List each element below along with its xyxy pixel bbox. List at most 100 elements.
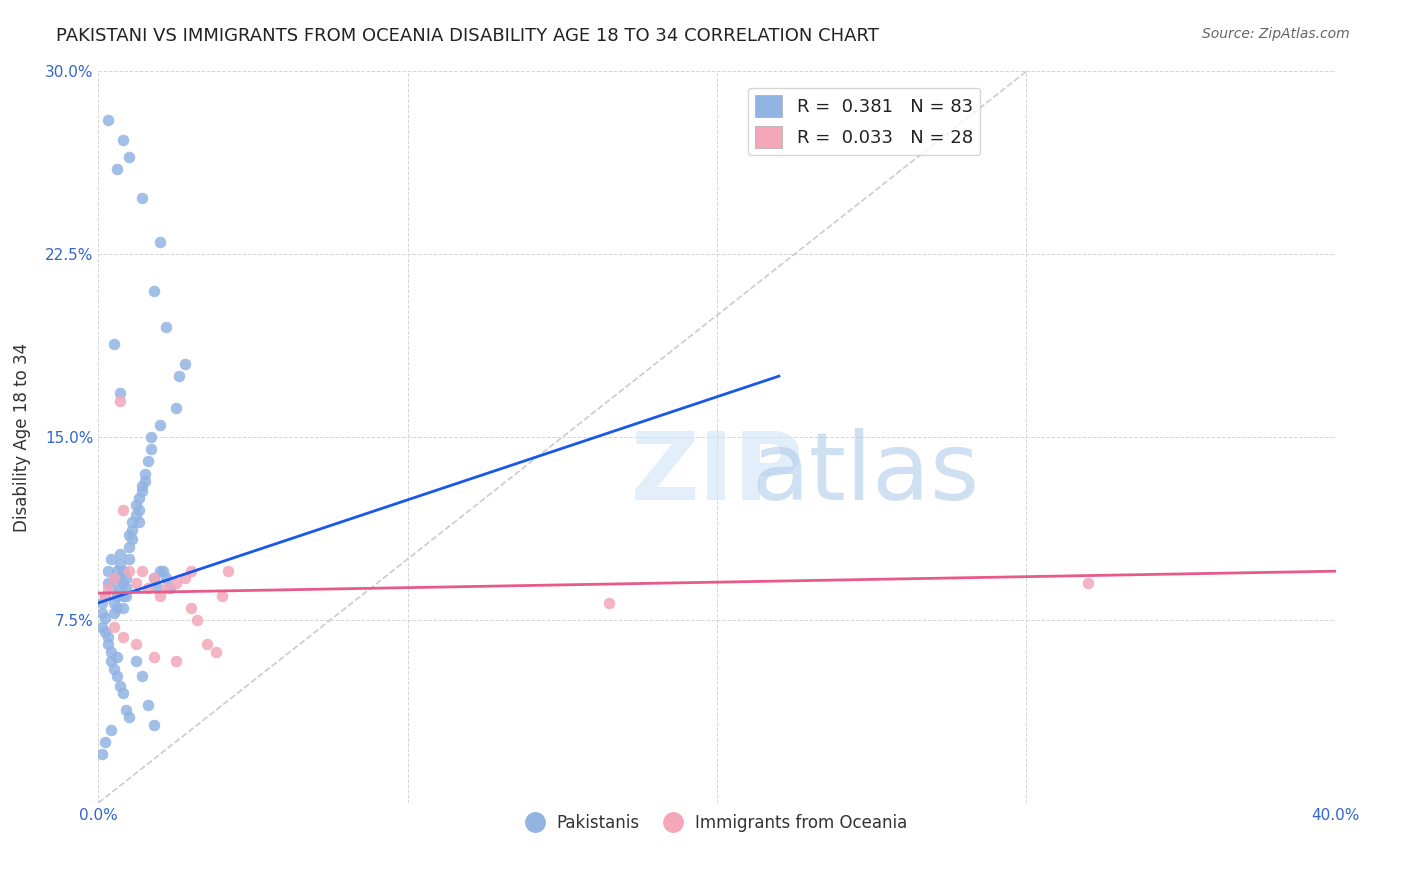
Point (121, 533, 143, 547)
Point (136, 454, 159, 468)
Point (93, 625, 115, 640)
Point (100, 552, 122, 566)
Point (134, 474, 156, 488)
Point (100, 581, 122, 595)
Point (121, 516, 143, 530)
Point (131, 483, 153, 498)
Point (108, 547, 131, 561)
Point (112, 686, 135, 700)
Y-axis label: Disability Age 18 to 34: Disability Age 18 to 34 (13, 343, 31, 532)
Point (195, 637, 218, 651)
Point (103, 572, 125, 586)
Point (139, 442, 162, 457)
Point (217, 564, 239, 578)
Point (174, 572, 197, 586)
Point (108, 557, 131, 571)
Point (146, 581, 169, 595)
Point (118, 150, 141, 164)
Point (97, 637, 120, 651)
Point (105, 669, 128, 683)
Text: ZIP: ZIP (631, 427, 803, 520)
Point (112, 564, 135, 578)
Point (97, 581, 120, 595)
Point (105, 589, 128, 603)
Point (103, 337, 125, 351)
Point (128, 516, 150, 530)
Point (112, 576, 135, 591)
Point (97, 576, 120, 591)
Point (90, 606, 112, 620)
Point (149, 589, 172, 603)
Point (598, 596, 620, 610)
Point (128, 491, 150, 505)
Point (143, 284, 166, 298)
Point (118, 527, 141, 541)
Point (112, 589, 135, 603)
Point (205, 645, 228, 659)
Point (167, 369, 190, 384)
Point (103, 596, 125, 610)
Point (155, 581, 177, 595)
Point (100, 654, 122, 668)
Point (108, 572, 131, 586)
Point (211, 589, 233, 603)
Point (115, 703, 138, 717)
Point (131, 669, 153, 683)
Point (124, 508, 146, 522)
Point (103, 662, 125, 676)
Point (149, 235, 172, 249)
Point (180, 600, 202, 615)
Point (131, 564, 153, 578)
Point (149, 564, 172, 578)
Point (97, 564, 120, 578)
Point (105, 600, 128, 615)
Point (108, 679, 131, 693)
Point (90, 596, 112, 610)
Point (105, 649, 128, 664)
Point (108, 581, 131, 595)
Point (103, 620, 125, 634)
Point (121, 523, 143, 537)
Point (159, 581, 181, 595)
Point (118, 540, 141, 554)
Point (180, 564, 202, 578)
Text: PAKISTANI VS IMMIGRANTS FROM OCEANIA DISABILITY AGE 18 TO 34 CORRELATION CHART: PAKISTANI VS IMMIGRANTS FROM OCEANIA DIS… (56, 27, 879, 45)
Point (124, 637, 146, 651)
Point (149, 417, 172, 432)
Point (136, 698, 159, 713)
Point (131, 479, 153, 493)
Point (90, 620, 112, 634)
Legend: Pakistanis, Immigrants from Oceania: Pakistanis, Immigrants from Oceania (520, 807, 914, 838)
Point (112, 600, 135, 615)
Point (118, 564, 141, 578)
Point (112, 133, 135, 147)
Point (143, 718, 166, 732)
Point (118, 552, 141, 566)
Point (165, 654, 187, 668)
Point (155, 572, 177, 586)
Point (115, 581, 138, 595)
Point (115, 572, 138, 586)
Point (139, 430, 162, 444)
Point (103, 606, 125, 620)
Point (100, 645, 122, 659)
Text: atlas: atlas (751, 427, 980, 520)
Point (112, 503, 135, 517)
Point (186, 613, 208, 627)
Point (124, 576, 146, 591)
Point (143, 649, 166, 664)
Point (93, 735, 115, 749)
Point (165, 401, 187, 415)
Point (143, 572, 166, 586)
Point (97, 113, 120, 128)
Point (93, 589, 115, 603)
Point (143, 572, 166, 586)
Point (124, 499, 146, 513)
Point (108, 386, 131, 401)
Point (93, 610, 115, 624)
Text: Source: ZipAtlas.com: Source: ZipAtlas.com (1202, 27, 1350, 41)
Point (93, 589, 115, 603)
Point (90, 747, 112, 761)
Point (165, 576, 187, 591)
Point (131, 191, 153, 205)
